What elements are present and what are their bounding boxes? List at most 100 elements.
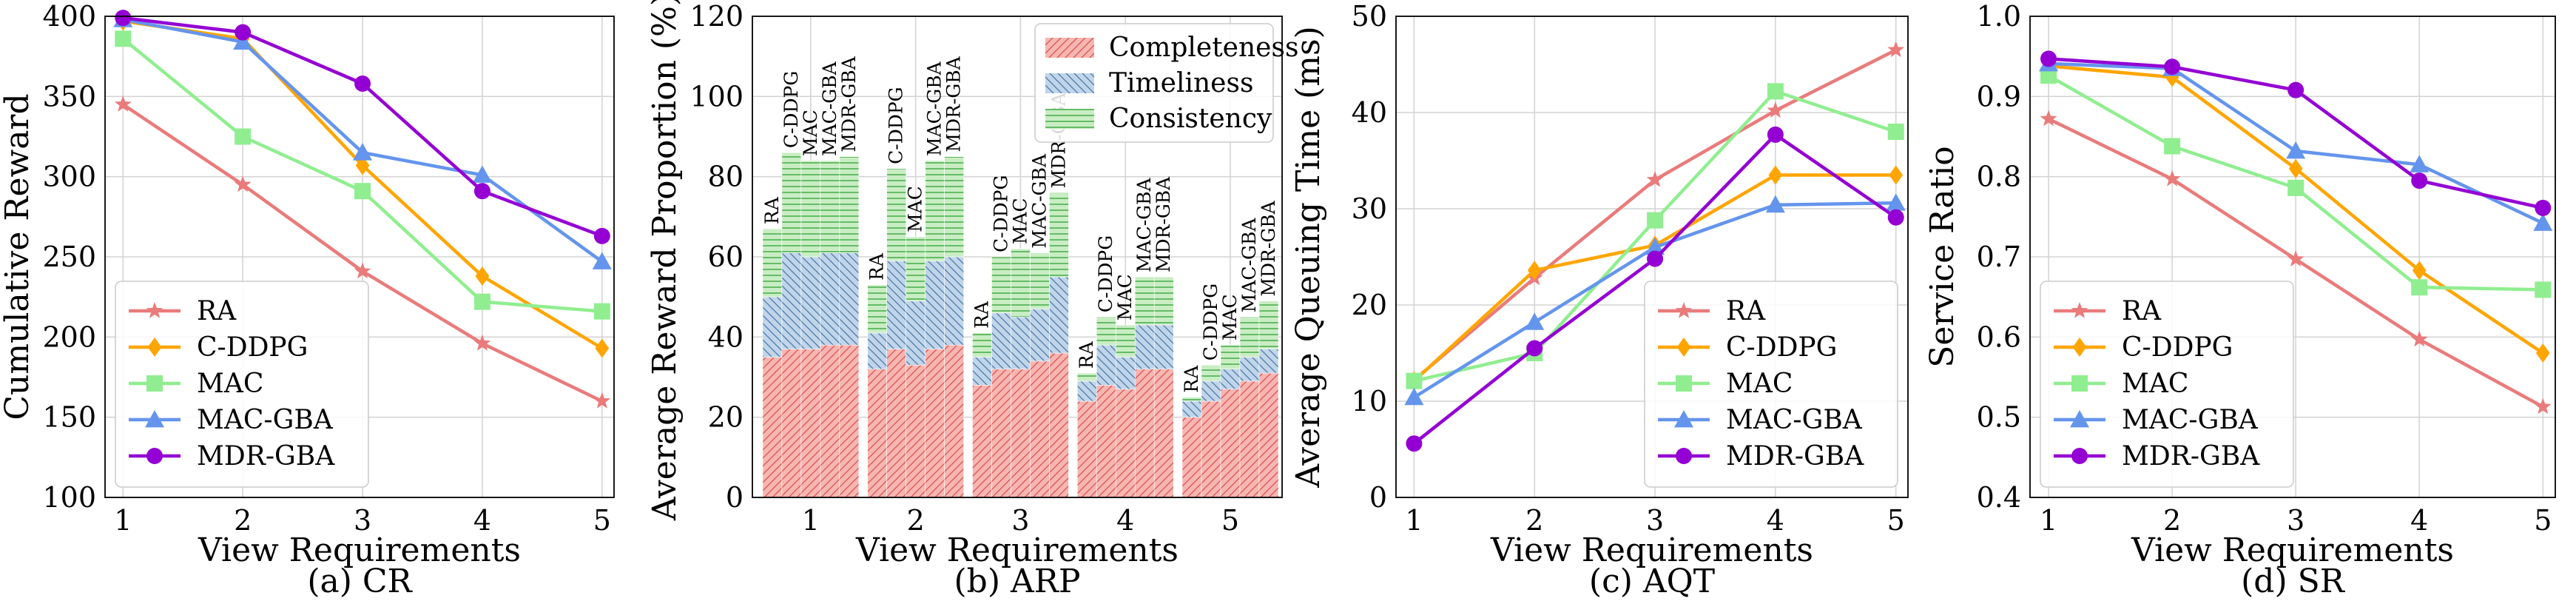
data-point xyxy=(2288,158,2303,178)
series-mac-gba xyxy=(1404,193,1906,406)
data-point xyxy=(593,303,610,320)
stacked-bar xyxy=(1239,316,1260,498)
y-axis-label: Service Ratio xyxy=(1923,146,1961,367)
bar-segment-timeliness xyxy=(1258,349,1279,374)
bar-segment-timeliness xyxy=(991,312,1011,369)
data-point xyxy=(2287,250,2304,266)
y-tick-label: 300 xyxy=(42,161,96,193)
data-point xyxy=(1645,238,1665,255)
y-tick-label: 30 xyxy=(1352,192,1387,225)
data-point xyxy=(475,266,490,286)
stacked-bar xyxy=(1030,252,1050,498)
legend-box xyxy=(1644,281,1898,488)
data-point xyxy=(2410,330,2428,347)
x-tick-label: 5 xyxy=(2534,504,2552,537)
bar-segment-consistency xyxy=(1011,248,1031,318)
plot-frame xyxy=(2029,16,2556,498)
stacked-bar xyxy=(1201,364,1221,498)
data-point xyxy=(114,95,132,112)
data-point xyxy=(1646,171,1664,187)
data-point xyxy=(115,30,132,47)
data-point xyxy=(595,338,610,358)
legend-marker xyxy=(2070,410,2089,428)
legend-marker xyxy=(1676,375,1692,392)
bar-segment-completeness xyxy=(1220,389,1241,498)
bar-segment-completeness xyxy=(1201,400,1221,498)
stacked-bar xyxy=(906,236,925,498)
y-tick-label: 50 xyxy=(1352,0,1387,33)
bar-segment-completeness xyxy=(839,344,860,498)
legend-marker xyxy=(146,375,163,392)
bar-segment-timeliness xyxy=(906,301,925,366)
data-point xyxy=(2410,155,2430,172)
stacked-bar xyxy=(1153,276,1174,498)
data-point xyxy=(1527,261,1542,281)
bar-segment-consistency xyxy=(1096,316,1116,346)
legend-entry: MDR-GBA xyxy=(2054,441,2260,472)
panel-arp: 0204060801001201RAC-DDPGMACMAC-GBAMDR-GB… xyxy=(646,0,1298,600)
bar-label: MAC-GBA xyxy=(1238,218,1260,313)
data-point xyxy=(1526,340,1543,357)
bar-label: MDR-GBA xyxy=(1153,176,1174,272)
bar-label: MAC xyxy=(1009,198,1031,244)
series-mac xyxy=(115,30,610,320)
bar-segment-timeliness xyxy=(1076,380,1097,402)
y-axis-label: Cumulative Reward xyxy=(0,93,36,420)
legend-marker xyxy=(147,338,162,357)
y-axis-label: Average Queuing Time (ms) xyxy=(1289,26,1327,489)
bar-label: MAC xyxy=(800,110,821,156)
legend-entry: Completeness xyxy=(1045,33,1298,63)
legend-marker xyxy=(2071,448,2088,464)
panel-caption: (d) SR xyxy=(2241,563,2346,600)
bar-segment-completeness xyxy=(1096,385,1116,498)
data-point xyxy=(1647,212,1664,229)
panel-aqt: 0 10 20 30 40 50 1 2 3 4 5 RA C-DDPG MAC MAC-GBA MDR-GB… xyxy=(1289,0,1909,600)
y-tick-label: 0.8 xyxy=(1977,161,2021,193)
legend-entry: Timeliness xyxy=(1045,68,1253,98)
x-tick-label: 4 xyxy=(2410,504,2428,537)
data-point xyxy=(235,24,252,41)
bar-label: C-DDPG xyxy=(886,87,907,164)
legend-marker xyxy=(2071,375,2088,392)
bar-label: C-DDPG xyxy=(780,71,802,148)
bar-segment-consistency xyxy=(886,168,906,261)
y-tick-label: 120 xyxy=(689,0,744,33)
bar-segment-timeliness xyxy=(1134,324,1155,369)
bar-segment-timeliness xyxy=(1115,357,1136,390)
bar-segment-timeliness xyxy=(1153,324,1174,369)
bar-label: RA xyxy=(866,252,888,281)
legend-marker xyxy=(2072,338,2087,357)
stacked-bar xyxy=(820,160,840,498)
x-tick-label: 5 xyxy=(1221,504,1239,537)
legend-label: Completeness xyxy=(1109,33,1298,63)
legend: RA C-DDPG MAC MAC-GBA MDR-GBA xyxy=(115,281,369,488)
bar-segment-timeliness xyxy=(762,296,783,358)
x-tick-label: 2 xyxy=(907,504,925,537)
bar-segment-completeness xyxy=(944,344,964,498)
legend-marker xyxy=(1676,448,1692,464)
bar-segment-consistency xyxy=(839,156,860,253)
legend-marker xyxy=(1676,338,1691,357)
bar-label: MDR-GBA xyxy=(943,56,965,152)
data-point xyxy=(2286,141,2306,159)
bar-label: RA xyxy=(1076,340,1097,369)
plot-frame xyxy=(752,16,1283,498)
bar-segment-timeliness xyxy=(1030,309,1050,362)
data-point xyxy=(593,392,611,409)
x-axis-label: View Requirements xyxy=(2131,531,2454,569)
bar-segment-consistency xyxy=(944,156,964,258)
stacked-bar xyxy=(1096,316,1116,498)
data-point xyxy=(2535,343,2550,363)
x-tick-label: 2 xyxy=(1525,504,1543,537)
series-ra xyxy=(114,95,611,409)
stacked-bar xyxy=(925,160,945,498)
series-mdr-gba xyxy=(2040,50,2552,216)
legend-label: MAC-GBA xyxy=(2122,405,2259,435)
y-tick-label: 200 xyxy=(42,321,96,353)
data-point xyxy=(1887,209,1904,226)
stacked-bar xyxy=(1076,372,1097,498)
stacked-bar xyxy=(972,332,992,498)
data-point xyxy=(353,143,373,161)
stacked-bar xyxy=(1011,248,1031,498)
